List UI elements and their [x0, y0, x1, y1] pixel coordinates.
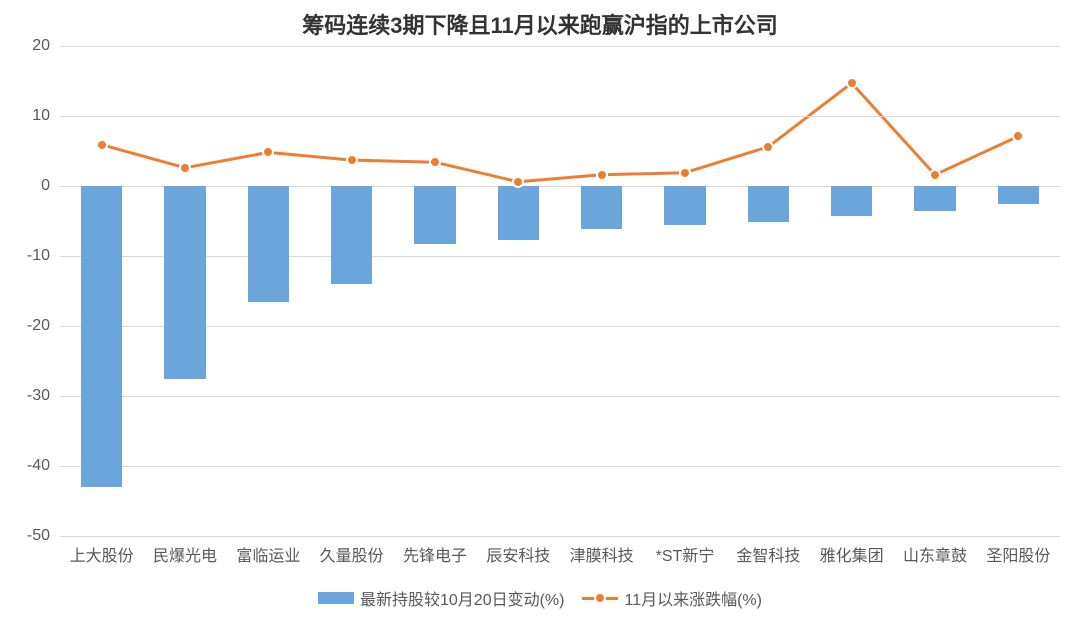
y-tick-label: -20 — [27, 317, 60, 335]
gridline — [60, 46, 1060, 47]
gridline — [60, 396, 1060, 397]
bar — [331, 186, 373, 284]
gridline — [60, 326, 1060, 327]
y-tick-label: -40 — [27, 457, 60, 475]
x-tick-label: 民爆光电 — [153, 536, 217, 566]
y-tick-label: -30 — [27, 387, 60, 405]
y-tick-label: -10 — [27, 247, 60, 265]
y-tick-label: 0 — [41, 177, 60, 195]
x-tick-label: 雅化集团 — [820, 536, 884, 566]
bar — [164, 186, 206, 379]
line-marker — [762, 141, 774, 153]
bar — [581, 186, 623, 229]
bar — [664, 186, 706, 225]
line-marker — [929, 169, 941, 181]
bar — [498, 186, 540, 240]
bar — [748, 186, 790, 222]
legend-item-bar: 最新持股较10月20日变动(%) — [318, 586, 564, 610]
x-tick-label: 辰安科技 — [486, 536, 550, 566]
x-tick-label: 圣阳股份 — [986, 536, 1050, 566]
line-marker — [346, 154, 358, 166]
line-marker — [262, 146, 274, 158]
line-marker — [1012, 130, 1024, 142]
x-tick-label: 津膜科技 — [570, 536, 634, 566]
gridline — [60, 466, 1060, 467]
y-tick-label: 10 — [32, 107, 60, 125]
x-tick-label: 金智科技 — [736, 536, 800, 566]
line-marker — [596, 169, 608, 181]
x-tick-label: 富临运业 — [236, 536, 300, 566]
line-series — [60, 46, 1060, 536]
x-tick-label: *ST新宁 — [656, 536, 715, 566]
legend-bar-label: 最新持股较10月20日变动(%) — [360, 586, 564, 610]
legend-item-line: 11月以来涨跌幅(%) — [582, 586, 762, 610]
gridline — [60, 256, 1060, 257]
x-tick-label: 先锋电子 — [403, 536, 467, 566]
bar — [248, 186, 290, 302]
bar — [414, 186, 456, 244]
gridline — [60, 186, 1060, 187]
legend: 最新持股较10月20日变动(%) 11月以来涨跌幅(%) — [0, 586, 1080, 610]
gridline — [60, 116, 1060, 117]
bar — [831, 186, 873, 216]
bar — [998, 186, 1040, 204]
x-tick-label: 久量股份 — [320, 536, 384, 566]
x-tick-label: 上大股份 — [70, 536, 134, 566]
bar — [81, 186, 123, 487]
chart-container: 筹码连续3期下降且11月以来跑赢沪指的上市公司 -50-40-30-20-100… — [0, 0, 1080, 618]
line-marker — [846, 77, 858, 89]
line-marker — [679, 167, 691, 179]
legend-line-label: 11月以来涨跌幅(%) — [624, 586, 762, 610]
line-path — [102, 83, 1019, 182]
y-tick-label: -50 — [27, 527, 60, 545]
line-marker — [96, 139, 108, 151]
chart-title: 筹码连续3期下降且11月以来跑赢沪指的上市公司 — [0, 8, 1080, 40]
x-tick-label: 山东章鼓 — [903, 536, 967, 566]
bar — [914, 186, 956, 211]
line-marker — [179, 162, 191, 174]
legend-bar-swatch — [318, 592, 354, 604]
plot-area: -50-40-30-20-1001020上大股份民爆光电富临运业久量股份先锋电子… — [60, 46, 1060, 536]
line-marker — [429, 156, 441, 168]
line-marker — [512, 176, 524, 188]
y-tick-label: 20 — [32, 37, 60, 55]
legend-line-swatch — [582, 597, 618, 600]
